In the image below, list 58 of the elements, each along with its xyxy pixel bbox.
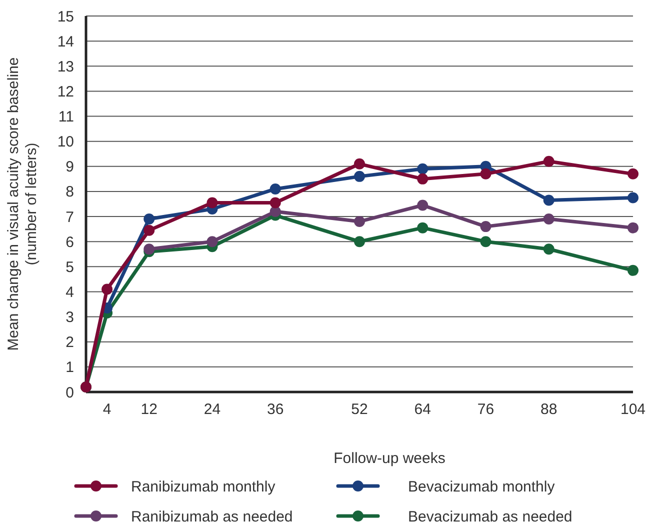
y-tick-label: 13	[57, 58, 74, 76]
y-tick-label: 11	[58, 108, 74, 126]
x-tick-label: 36	[267, 401, 284, 418]
point	[354, 158, 365, 170]
point	[417, 163, 428, 174]
y-tick-label: 6	[66, 234, 74, 251]
x-tick-label: 76	[477, 401, 494, 418]
point	[144, 244, 155, 255]
point	[628, 222, 638, 234]
y-tick-label: 7	[66, 208, 74, 226]
point	[354, 170, 365, 182]
point	[102, 284, 113, 295]
y-tick-label: 10	[57, 134, 74, 151]
point	[417, 173, 428, 184]
point	[417, 200, 428, 211]
point	[144, 214, 155, 225]
point	[206, 197, 218, 208]
point	[417, 222, 428, 234]
point	[480, 236, 492, 248]
x-tick-label: 12	[140, 401, 158, 418]
point	[480, 168, 492, 180]
x-tick-label: 24	[204, 401, 221, 418]
legend-label: Bevacizumab monthly	[408, 478, 556, 496]
point	[543, 194, 554, 206]
y-tick-label: 15	[57, 8, 74, 26]
y-tick-label: 9	[66, 158, 74, 176]
point	[270, 197, 281, 208]
y-tick-label: 1	[66, 359, 74, 376]
point	[270, 183, 281, 194]
point	[628, 264, 638, 276]
x-tick-label: 52	[351, 401, 368, 418]
y-tick-label: 3	[66, 309, 74, 326]
point	[354, 236, 365, 248]
point	[206, 236, 218, 248]
x-tick-label: 64	[414, 401, 431, 418]
point	[543, 214, 554, 225]
x-tick-label: 104	[620, 401, 646, 418]
y-tick-label: 14	[57, 33, 74, 50]
y-tick-label: 4	[66, 284, 74, 301]
point	[543, 244, 554, 255]
x-tick-label: 4	[102, 401, 112, 418]
y-tick-label: 5	[66, 258, 74, 276]
y-tick-label: 12	[57, 83, 74, 100]
point	[628, 192, 638, 204]
point	[543, 156, 554, 167]
point	[628, 168, 638, 180]
legend-label: Bevacizumab as needed	[408, 508, 572, 524]
y-axis-title: Mean change in visual acuity score baseline (number of letters)	[5, 57, 40, 351]
point	[144, 224, 155, 236]
x-axis-title: Follow-up weeks	[334, 450, 446, 467]
legend-label: Ranibizumab as needed	[131, 508, 293, 524]
y-tick-label: 2	[66, 334, 74, 352]
point	[354, 216, 365, 228]
y-tick-label: 8	[66, 184, 74, 201]
x-tick-label: 88	[540, 401, 558, 418]
point	[480, 221, 492, 232]
y-tick-label: 0	[66, 384, 74, 402]
legend-label: Ranibizumab monthly	[131, 478, 276, 496]
